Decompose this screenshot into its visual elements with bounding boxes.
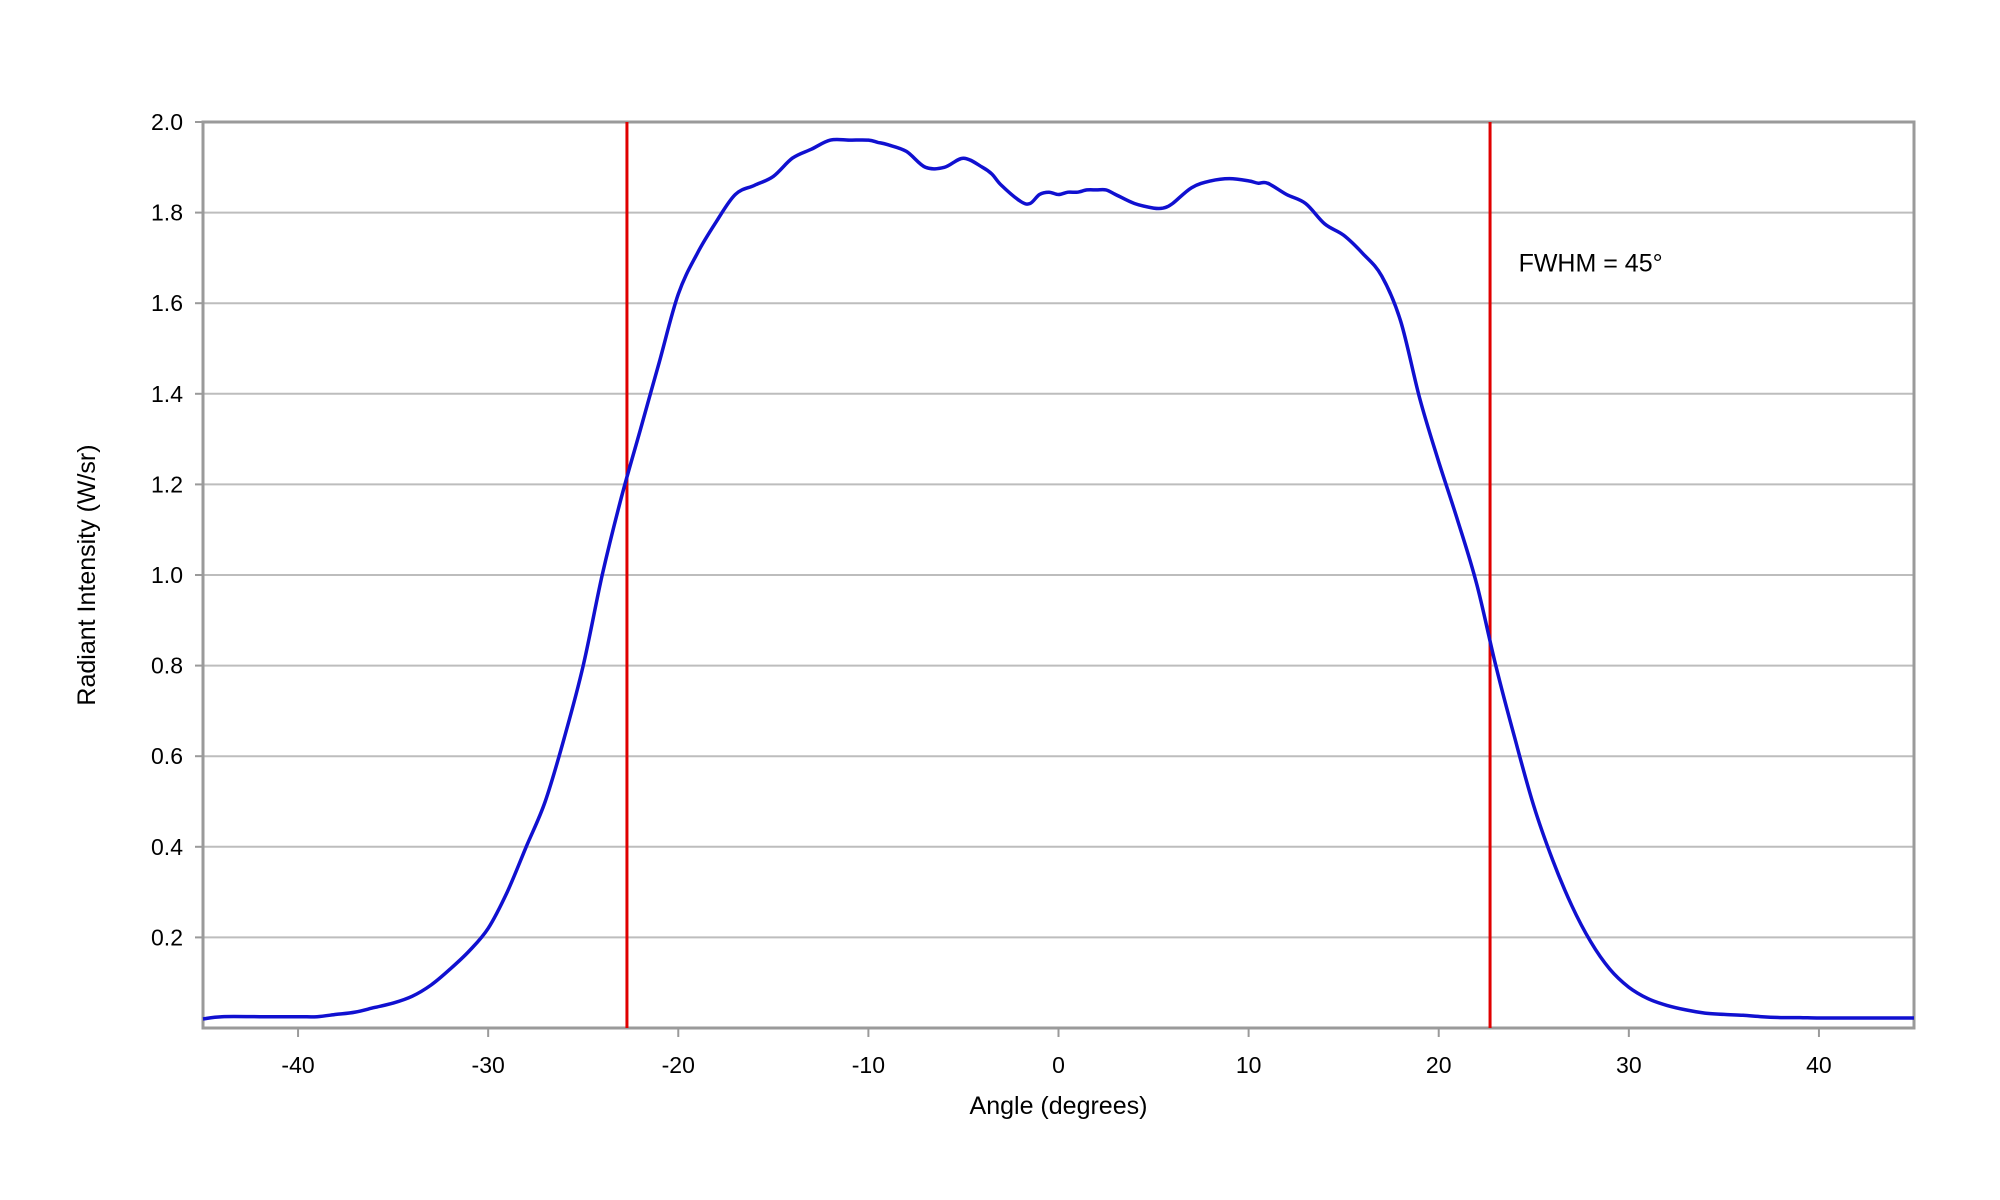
fwhm-markers [625, 122, 1492, 1028]
x-tick-label: -40 [281, 1052, 314, 1078]
x-axis-title: Angle (degrees) [970, 1092, 1148, 1120]
x-tick-label: 10 [1236, 1052, 1262, 1078]
y-axis-title: Radiant Intensity (W/sr) [73, 444, 101, 705]
y-tick-label: 0.2 [151, 924, 183, 950]
x-tick-label: 30 [1616, 1052, 1642, 1078]
y-axis-ticks: 0.2 0.4 0.6 0.8 1.0 1.2 1.4 1.6 1.8 2.0 [151, 109, 203, 950]
x-tick-label: 40 [1806, 1052, 1832, 1078]
series-line [202, 137, 1914, 1021]
x-tick-label: -30 [472, 1052, 505, 1078]
x-tick-label: 0 [1052, 1052, 1065, 1078]
y-tick-label: 1.8 [151, 200, 183, 226]
x-tick-label: 20 [1426, 1052, 1452, 1078]
x-tick-label: -20 [662, 1052, 695, 1078]
y-tick-label: 0.8 [151, 653, 183, 679]
grid-lines [203, 121, 1914, 939]
y-tick-label: 1.6 [151, 290, 183, 316]
fwhm-annotation: FWHM = 45° [1519, 249, 1663, 277]
y-tick-label: 1.4 [151, 381, 183, 407]
x-axis-ticks: -40 -30 -20 -10 0 10 20 30 40 [281, 1028, 1832, 1078]
y-tick-label: 2.0 [151, 109, 183, 135]
y-tick-label: 1.0 [151, 562, 183, 588]
x-tick-label: -10 [852, 1052, 885, 1078]
y-tick-label: 0.6 [151, 743, 183, 769]
y-tick-label: 1.2 [151, 471, 183, 497]
y-tick-label: 0.4 [151, 834, 183, 860]
